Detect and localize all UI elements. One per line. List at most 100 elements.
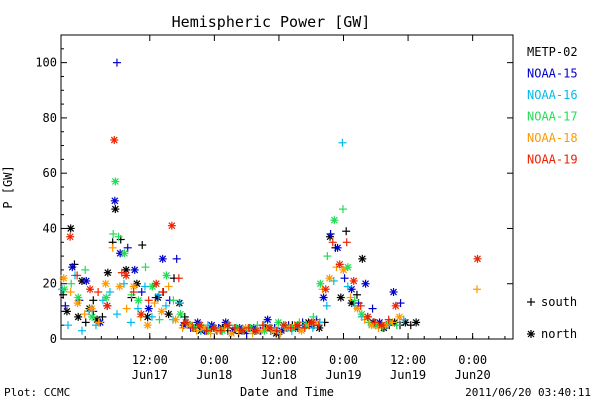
x-tick-label: 12:00 — [390, 353, 426, 367]
y-tick-label: 80 — [43, 111, 57, 125]
data-point-south — [188, 323, 197, 332]
x-tick-sublabel: Jun19 — [325, 368, 361, 382]
data-point-south — [59, 290, 68, 299]
legend: METP-02 NOAA-15 NOAA-16 NOAA-17 NOAA-18 NOAA-… — [527, 45, 578, 167]
data-point-south — [109, 229, 118, 238]
data-point-south — [117, 268, 126, 277]
data-point-south — [123, 243, 132, 252]
data-point-north — [66, 224, 75, 233]
data-point-north — [82, 276, 91, 285]
data-point-south — [258, 321, 267, 330]
data-point-south — [399, 315, 408, 324]
x-tick-sublabel: Jun20 — [455, 368, 491, 382]
data-point-south — [164, 282, 173, 291]
x-tick-label: 12:00 — [132, 353, 168, 367]
data-point-north — [293, 321, 302, 330]
data-point-south — [89, 296, 98, 305]
data-point-south — [112, 58, 121, 67]
data-point-north — [122, 265, 131, 274]
data-point-north — [122, 271, 131, 280]
legend-entry: METP-02 — [527, 45, 578, 59]
data-point-south — [300, 323, 309, 332]
data-point-north — [88, 312, 97, 321]
data-point-south — [80, 310, 89, 319]
plot-frame — [60, 34, 514, 340]
data-point-south — [350, 296, 359, 305]
data-point-north — [144, 304, 153, 313]
data-point-north — [321, 285, 330, 294]
data-point-north — [357, 310, 366, 319]
data-point-south — [144, 296, 153, 305]
data-point-north — [473, 254, 482, 263]
y-tick-label: 20 — [43, 277, 57, 291]
data-point-north — [319, 293, 328, 302]
data-point-north — [377, 321, 386, 330]
data-point-south — [328, 238, 337, 247]
data-point-north — [111, 177, 120, 186]
legend-entry: NOAA-17 — [527, 110, 578, 124]
data-point-south — [244, 323, 253, 332]
data-point-south — [63, 321, 72, 330]
data-point-north — [74, 312, 83, 321]
data-point-south — [141, 263, 150, 272]
y-tick-label: 60 — [43, 166, 57, 180]
data-point-north — [60, 285, 69, 294]
data-point-north — [343, 263, 352, 272]
data-point-north — [130, 265, 139, 274]
data-point-north — [391, 301, 400, 310]
data-point-north — [349, 276, 358, 285]
y-tick-label: 0 — [50, 332, 57, 346]
data-point-north — [363, 312, 372, 321]
data-point-south — [81, 265, 90, 274]
data-point-south — [322, 301, 331, 310]
data-point-south — [147, 312, 156, 321]
data-point-south — [133, 304, 142, 313]
marker-legend-symbol — [527, 298, 535, 306]
legend-entry: NOAA-15 — [527, 67, 578, 81]
data-point-north — [251, 326, 260, 335]
data-point-north — [223, 321, 232, 330]
data-point-north — [152, 279, 161, 288]
data-point-south — [169, 296, 178, 305]
data-point-south — [73, 271, 82, 280]
data-point-north — [209, 323, 218, 332]
data-point-north — [164, 310, 173, 319]
data-point-north — [110, 196, 119, 205]
data-point-south — [119, 279, 128, 288]
data-point-south — [338, 205, 347, 214]
data-point-south — [66, 288, 75, 297]
data-point-south — [94, 288, 103, 297]
data-point-south — [67, 279, 76, 288]
data-point-south — [94, 318, 103, 327]
data-point-south — [161, 301, 170, 310]
data-point-south — [137, 288, 146, 297]
y-axis-label: P [GW] — [1, 165, 15, 208]
data-point-north — [336, 293, 345, 302]
data-point-north — [335, 260, 344, 269]
legend-entry: NOAA-18 — [527, 131, 578, 145]
data-point-south — [112, 310, 121, 319]
data-point-south — [340, 274, 349, 283]
data-point-north — [120, 249, 129, 258]
x-tick-label: 12:00 — [261, 353, 297, 367]
x-axis: 12:00Jun170:00Jun1812:00Jun180:00Jun1912… — [84, 35, 506, 382]
x-tick-label: 0:00 — [329, 353, 358, 367]
data-point-north — [339, 265, 348, 274]
data-point-north — [103, 301, 112, 310]
data-point-south — [140, 282, 149, 291]
data-point-north — [73, 299, 82, 308]
x-tick-sublabel: Jun19 — [390, 368, 426, 382]
data-point-south — [178, 323, 187, 332]
data-point-south — [342, 227, 351, 236]
data-point-south — [155, 315, 164, 324]
data-point-south — [392, 321, 401, 330]
data-point-south — [126, 318, 135, 327]
data-point-south — [346, 293, 355, 302]
data-point-north — [102, 293, 111, 302]
data-point-north — [162, 271, 171, 280]
data-point-north — [181, 318, 190, 327]
x-tick-sublabel: Jun18 — [196, 368, 232, 382]
data-point-south — [472, 285, 481, 294]
data-point-south — [122, 304, 131, 313]
data-point-north — [143, 321, 152, 330]
